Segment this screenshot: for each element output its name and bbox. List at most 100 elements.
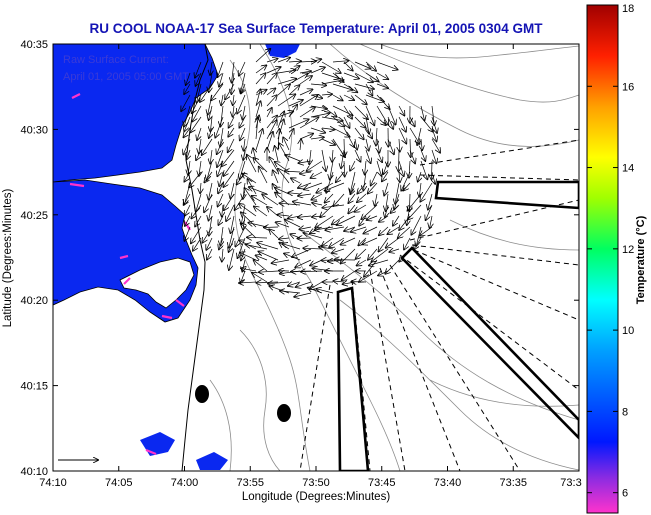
current-vector-arrow-icon [311, 171, 323, 178]
current-vector-arrow-icon [229, 248, 235, 270]
current-vector-arrow-icon [391, 204, 400, 213]
current-vector-arrow-icon [332, 83, 353, 90]
current-vector-arrow-icon [278, 169, 290, 184]
current-vector-arrow-icon [365, 149, 371, 163]
current-vector-arrow-icon [259, 271, 279, 272]
current-vector-arrow-icon [312, 203, 323, 205]
current-vector-arrow-icon [343, 83, 357, 92]
current-vector-arrow-icon [299, 76, 312, 85]
current-vector-arrow-icon [184, 105, 191, 126]
current-vector-arrow-icon [420, 182, 433, 202]
current-vector-arrow-icon [299, 227, 312, 229]
current-vector-arrow-icon [291, 178, 301, 184]
current-vector-arrow-icon [204, 193, 213, 212]
current-vector-arrow-icon [262, 194, 279, 206]
current-vector-arrow-icon [266, 73, 277, 85]
current-vector-arrow-icon [190, 116, 202, 132]
current-vector-arrow-icon [365, 61, 376, 71]
current-vector-arrow-icon [184, 83, 191, 94]
current-vector-arrow-icon [398, 127, 406, 143]
current-vector-arrow-icon [266, 108, 272, 118]
current-vector-arrow-icon [266, 59, 277, 62]
current-vector-arrow-icon [210, 116, 212, 131]
current-vector-arrow-icon [332, 249, 345, 253]
current-vector-arrow-icon [376, 127, 377, 145]
current-vector-arrow-icon [344, 160, 345, 176]
current-vector-arrow-icon [209, 105, 212, 120]
subtitle-line-2: April 01, 2005 05:00 GMT [63, 71, 189, 83]
current-vector-arrow-icon [284, 254, 301, 261]
current-vector-arrow-icon [325, 227, 345, 230]
current-vector-arrow-icon [364, 259, 378, 277]
current-vector-arrow-icon [223, 171, 235, 187]
current-vector-arrow-icon [357, 259, 367, 266]
current-vector-arrow-icon [354, 127, 364, 139]
current-vector-arrow-icon [217, 138, 224, 154]
x-tick-label: 73:55 [236, 477, 264, 489]
current-vector-arrow-icon [219, 171, 223, 186]
water-upper-bay [53, 44, 219, 183]
current-vector-arrow-icon [294, 292, 312, 297]
current-vector-arrow-icon [283, 244, 301, 250]
current-vector-arrow-icon [317, 289, 334, 294]
current-vector-arrow-icon [325, 193, 334, 203]
current-vector-arrow-icon [376, 116, 386, 125]
current-vector-arrow-icon [206, 237, 213, 250]
current-vector-arrow-icon [420, 149, 425, 161]
current-vector-arrow-icon [304, 182, 323, 189]
y-tick-label: 40:20 [20, 295, 48, 307]
map-area: 50 cm/s Raw Surface Current: April 01, 2… [53, 44, 579, 471]
current-vector-arrow-icon [232, 61, 235, 82]
current-vector-arrow-icon [272, 260, 290, 263]
current-vector-arrow-icon [218, 182, 224, 193]
current-vector-arrow-icon [197, 127, 201, 140]
map-title: RU COOL NOAA-17 Sea Surface Temperature:… [90, 21, 544, 36]
current-vector-arrow-icon [183, 138, 191, 154]
current-vector-arrow-icon [298, 238, 312, 239]
current-vector-arrow-icon [414, 237, 422, 249]
current-vector-arrow-icon [300, 139, 301, 151]
current-vector-arrow-icon [419, 182, 421, 197]
current-vector-arrow-icon [275, 188, 290, 195]
current-vector-arrow-icon [288, 119, 309, 129]
current-vector-arrow-icon [354, 116, 366, 128]
current-vector-arrow-icon [431, 127, 437, 141]
x-tick-label: 73:50 [302, 477, 330, 489]
current-vector-arrow-icon [343, 116, 350, 128]
current-vector-arrow-icon [362, 237, 378, 244]
y-axis-ticks: 40:35 40:30 40:25 40:20 40:15 40:10 [20, 39, 579, 478]
current-vector-arrow-icon [386, 237, 400, 248]
current-vector-arrow-icon [399, 138, 400, 152]
current-vector-arrow-icon [184, 127, 191, 137]
current-vector-arrow-icon [389, 249, 400, 252]
x-axis-label: Longitude (Degrees:Minutes) [242, 491, 390, 503]
current-vector-arrow-icon [321, 80, 344, 85]
current-vector-arrow-icon [341, 149, 344, 168]
current-vector-arrow-icon [343, 61, 353, 71]
current-vector-arrow-icon [226, 204, 235, 221]
water-patch [196, 452, 228, 470]
current-vector-arrow-icon [432, 171, 435, 184]
current-vector-arrow-icon [321, 138, 335, 145]
current-vector-arrow-icon [231, 215, 235, 233]
current-vector-arrow-icon [277, 79, 296, 85]
current-vector-arrow-icon [187, 149, 191, 159]
current-vector-arrow-icon [228, 127, 235, 137]
current-vector-arrow-icon [239, 61, 246, 76]
current-vector-arrow-icon [200, 83, 213, 102]
current-vector-arrow-icon [191, 226, 202, 243]
current-vector-arrow-icon [359, 270, 378, 282]
current-vector-arrow-icon [332, 94, 343, 100]
current-vector-arrow-icon [365, 105, 374, 125]
x-tick-label: 74:05 [105, 477, 133, 489]
current-vector-arrow-icon [233, 94, 234, 105]
current-vector-arrow-icon [408, 204, 422, 220]
current-vector-arrow-icon [330, 160, 333, 179]
warm-edge-marks [69, 93, 191, 456]
current-vector-arrow-icon [378, 270, 389, 276]
current-vector-arrow-icon [184, 116, 191, 131]
current-vector-arrow-icon [195, 61, 202, 78]
current-vector-arrow-icon [184, 171, 191, 182]
current-vector-arrow-icon [332, 127, 350, 137]
